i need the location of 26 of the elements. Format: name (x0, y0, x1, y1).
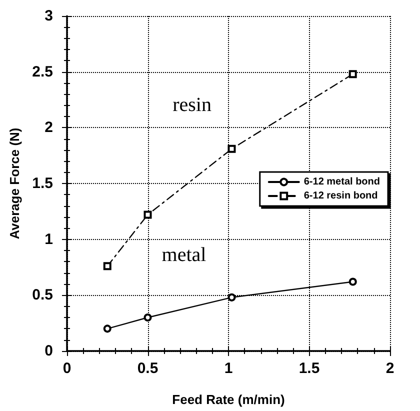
x-tick-label: 1.5 (298, 360, 320, 377)
x-axis-title: Feed Rate (m/min) (172, 392, 285, 407)
legend-label: 6-12 resin bond (304, 190, 378, 202)
x-tick-label: 0.5 (137, 360, 158, 377)
x-tick-label: 1 (224, 360, 233, 377)
point (348, 70, 357, 78)
point (103, 324, 112, 333)
y-tick-label: 3 (44, 8, 53, 24)
point (348, 278, 357, 286)
y-tick-label: 0.5 (32, 286, 53, 304)
legend-label: 6-12 metal bond (304, 176, 380, 188)
y-tick-label: 1 (44, 230, 53, 248)
point (228, 144, 236, 153)
point (144, 314, 152, 322)
x-tick-label: 0 (62, 360, 72, 377)
annotation: metal (162, 244, 207, 266)
annotation: resin (172, 94, 212, 116)
y-tick-label: 2.5 (32, 63, 53, 80)
y-tick-label: 0 (44, 342, 53, 360)
y-axis-title: Average Force (N) (7, 128, 22, 240)
y-tick-label: 2 (44, 119, 53, 136)
point (103, 262, 112, 270)
point (144, 210, 152, 219)
point (228, 293, 236, 302)
y-tick-label: 1.5 (32, 175, 53, 192)
x-tick-label: 2 (386, 360, 394, 377)
